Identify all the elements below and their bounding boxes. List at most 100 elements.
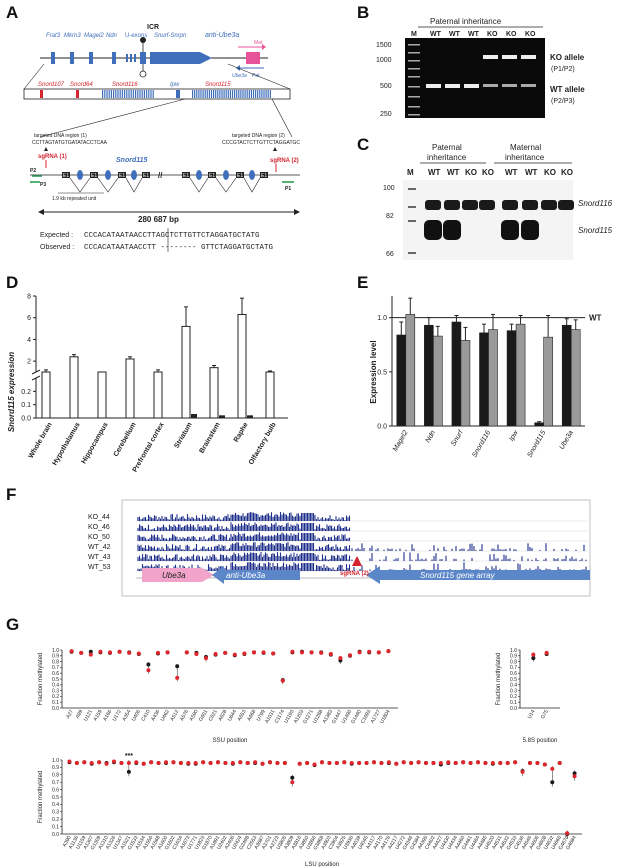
wt-band <box>426 84 441 88</box>
g-point-ko <box>253 760 258 765</box>
d-category-label: Prefrontal cortex <box>132 421 166 473</box>
e-bar-wt <box>396 334 407 427</box>
e-category-label: Snord115 <box>526 429 547 458</box>
exon-label: E1 <box>63 173 69 179</box>
d-tick-label: 0.1 <box>21 402 31 409</box>
exon-box <box>182 172 190 178</box>
snord115-exon <box>267 90 269 98</box>
d-bar-wt <box>209 367 219 419</box>
g-point-ko <box>483 760 488 765</box>
snord115-exon <box>238 90 240 98</box>
icr-label: ICR <box>147 24 159 31</box>
g-point-ko <box>280 678 285 683</box>
g-point-ko <box>193 760 198 765</box>
ube3a-box <box>246 52 260 64</box>
g-point-ko <box>141 761 146 766</box>
chart-g-5-8s: 0.00.10.20.30.40.50.60.70.80.91.0 Fractio… <box>496 648 560 744</box>
frat3-label: Frat3 <box>46 33 61 39</box>
snord115-exon <box>231 90 234 98</box>
g-x-tick-label: A354 <box>121 709 132 722</box>
d-category-label: Hippocampus <box>81 421 110 465</box>
g-x-tick-label: A99 <box>75 709 85 720</box>
gel-b-title: Paternal inheritance <box>430 17 502 26</box>
length-label: 280 687 bp <box>138 215 179 224</box>
g-tick-label: 1.0 <box>510 648 517 654</box>
snord116-exon <box>135 90 137 98</box>
g-point-ko <box>108 650 112 655</box>
g-point-ko <box>300 650 304 655</box>
g-point-ko <box>334 760 339 765</box>
splice-line <box>215 177 237 193</box>
g-tick-label: 0.0 <box>52 706 59 712</box>
marker-100: 100 <box>383 185 395 192</box>
snord116-exon <box>128 90 130 98</box>
g-tick-label: 0.0 <box>510 706 517 712</box>
panel-c: C Paternal inheritance Maternal inherita… <box>357 135 613 260</box>
snord116-band <box>444 200 460 210</box>
g-point-ko <box>156 650 160 655</box>
g-point-ko <box>544 650 549 655</box>
snord115-exon <box>240 90 242 98</box>
exon-label: E1 <box>183 173 189 179</box>
snord115-exon <box>242 90 244 98</box>
g-x-tick-label: A390 <box>62 835 73 848</box>
cut1-icon <box>44 147 48 151</box>
g-point-ko <box>245 760 250 765</box>
ladder-band <box>408 206 416 208</box>
snord116-band <box>479 200 495 210</box>
g-point-ko <box>342 760 347 765</box>
gel-b-lane-labels: M WT WT WT KO KO KO <box>411 31 536 38</box>
cut2-icon <box>273 147 277 151</box>
pat-label: Pat <box>252 73 260 79</box>
panel-g: G 0.00.10.20.30.40.50.60.70.80.91.0Fract… <box>6 615 582 867</box>
g-tick-label: 0.1 <box>52 824 59 830</box>
g-x-tick-label: C621 <box>208 709 219 723</box>
g-x-tick-label: G601 <box>198 709 209 723</box>
gel-c-lane-label: M <box>407 168 414 177</box>
snord116-exon <box>152 90 154 98</box>
d-category-label: Striatum <box>173 422 193 450</box>
snord115-exon <box>192 90 194 98</box>
g-point-ko <box>164 760 168 765</box>
e-bar-ko <box>460 340 471 427</box>
snord116-exon <box>126 90 128 98</box>
d-category-label: Hypothalamus <box>52 421 82 466</box>
snord115-array-arrow <box>366 566 590 584</box>
g-point-ko <box>146 668 151 673</box>
snord116-exon <box>137 90 139 98</box>
cluster-exons <box>40 90 271 98</box>
g-x-tick-label: U14 <box>527 709 537 720</box>
g-point-ko <box>261 650 266 655</box>
snord116-exon <box>143 90 145 98</box>
snord115-exon <box>229 90 231 98</box>
marker-1500: 1500 <box>376 42 392 49</box>
d-category-label: Whole brain <box>28 422 54 460</box>
snord115-exon <box>246 90 248 98</box>
track-label: WT_53 <box>88 564 111 571</box>
snord115-exon <box>217 90 219 98</box>
repeat-units: E1 E1 E1 E1 E1 E1 E1 E1 // <box>62 170 268 193</box>
snord116-exon <box>117 90 119 98</box>
g-point-ko <box>67 759 72 764</box>
g-point-wt <box>531 656 536 661</box>
d-bar-wt <box>181 325 191 419</box>
track-label: WT_42 <box>88 544 111 551</box>
panel-letter-d: D <box>6 273 18 292</box>
mkrn3-label: Mkrn3 <box>64 33 81 39</box>
mat-arrow-icon <box>262 44 266 50</box>
d-tick-label: 0.2 <box>21 389 31 396</box>
f-sgrna2-label: sgRNA (2) <box>340 571 369 577</box>
e-category-label: Ipw <box>508 429 520 443</box>
marker-500: 500 <box>380 83 392 90</box>
d-bar-wt <box>41 371 51 419</box>
g-tick-label: 0.7 <box>52 665 59 671</box>
g-tick-label: 0.3 <box>52 688 59 694</box>
track-signal <box>137 532 351 541</box>
e-category-label: Ube3a <box>559 429 575 450</box>
snord116-exon <box>106 90 108 98</box>
g-tick-label: 0.3 <box>510 688 517 694</box>
gel-c-lane-label: KO <box>482 168 494 177</box>
gel-b-lane-label: KO <box>506 31 517 38</box>
g-significance: *** <box>125 753 133 760</box>
